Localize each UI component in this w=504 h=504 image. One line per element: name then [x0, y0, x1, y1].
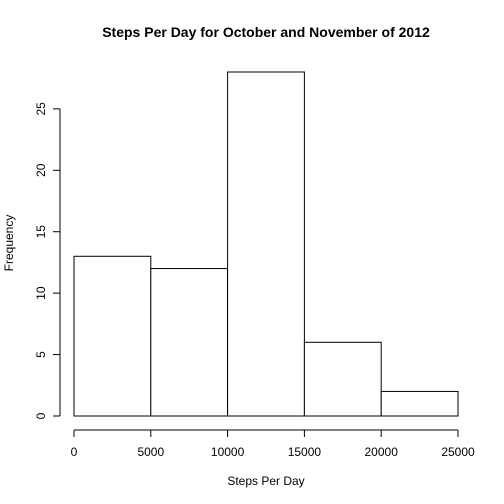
x-tick-label-4: 20000 [365, 445, 399, 459]
x-axis-label: Steps Per Day [227, 474, 304, 488]
y-tick-label-5: 25 [34, 102, 48, 116]
y-tick-label-4: 20 [34, 163, 48, 177]
histogram-bar-1 [151, 269, 228, 416]
y-tick-label-3: 15 [34, 225, 48, 239]
histogram-bar-4 [381, 391, 458, 416]
histogram-bar-2 [228, 72, 305, 416]
x-tick-label-3: 15000 [288, 445, 322, 459]
x-axis: 0 5000 10000 15000 20000 25000 [71, 430, 475, 459]
y-tick-label-1: 5 [34, 351, 48, 358]
x-tick-label-5: 25000 [441, 445, 475, 459]
x-tick-label-2: 10000 [211, 445, 245, 459]
y-axis: 0 5 10 15 20 25 [34, 102, 60, 419]
chart-title: Steps Per Day for October and November o… [102, 24, 430, 40]
histogram-bar-3 [304, 342, 381, 416]
histogram-bar-0 [74, 256, 151, 416]
x-tick-label-0: 0 [71, 445, 78, 459]
bars-group [74, 72, 458, 416]
y-axis-label: Frequency [2, 215, 16, 272]
x-tick-label-1: 5000 [137, 445, 164, 459]
y-tick-label-2: 10 [34, 286, 48, 300]
y-tick-label-0: 0 [34, 412, 48, 419]
